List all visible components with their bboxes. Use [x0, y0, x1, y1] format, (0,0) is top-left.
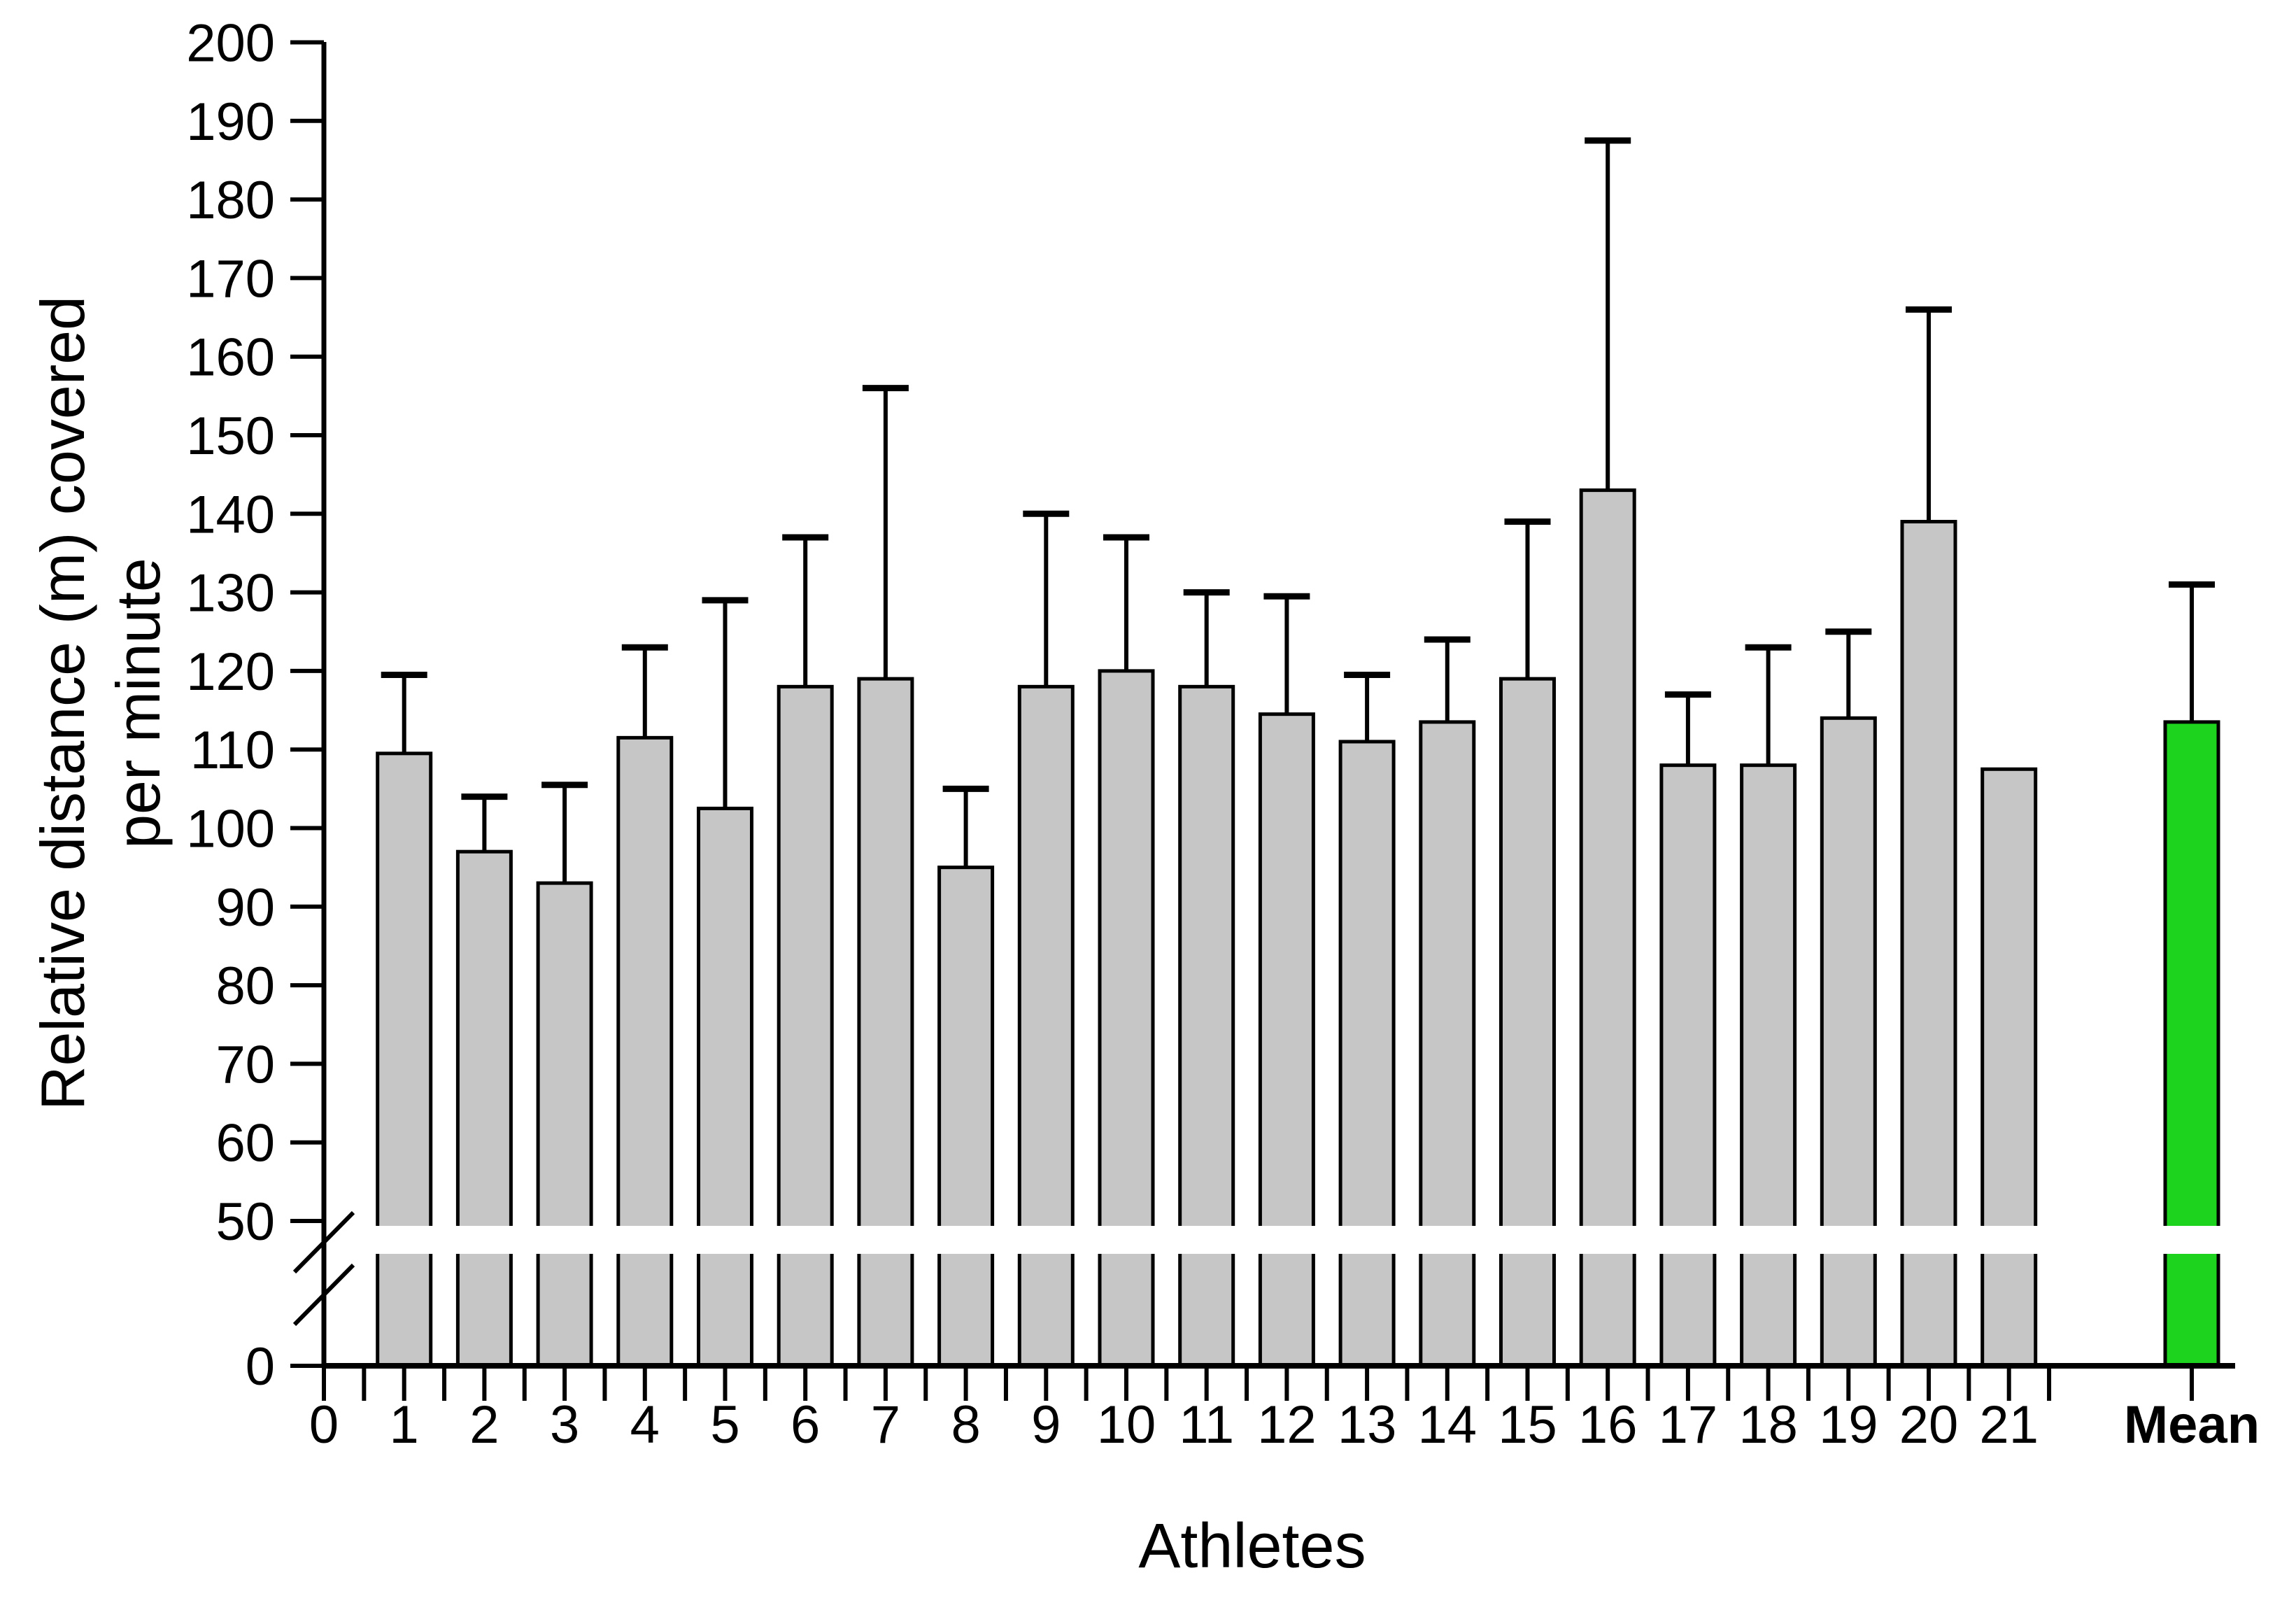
bar-athlete-13 [1338, 740, 1396, 1368]
error-bar-athlete-20 [1906, 306, 1952, 522]
bar-athlete-9 [1017, 684, 1075, 1368]
x-tick-label-14: 14 [1418, 1395, 1477, 1455]
error-bar-athlete-17 [1664, 691, 1711, 765]
y-axis-ticks-group [290, 40, 324, 1368]
error-bars-group [381, 137, 2215, 884]
bar-athlete-21 [1980, 767, 2038, 1368]
y-axis-title-line1: Relative distance (m) covered [28, 296, 97, 1110]
y-axis-title-line2: per minute [104, 558, 173, 849]
x-tick-label-0: 0 [309, 1395, 339, 1455]
y-tick-label-80: 80 [215, 956, 275, 1016]
bar-athlete-2 [455, 849, 513, 1368]
error-bar-athlete-14 [1424, 636, 1471, 722]
bar-athlete-6 [777, 684, 834, 1368]
bar-athlete-16 [1579, 488, 1636, 1368]
x-tick-label-mean: Mean [2124, 1395, 2260, 1455]
error-bar-athlete-1 [381, 672, 427, 754]
y-tick-label-160: 160 [186, 328, 275, 388]
error-bar-athlete-3 [541, 782, 588, 884]
x-tick-label-16: 16 [1578, 1395, 1638, 1455]
error-bar-athlete-10 [1103, 534, 1149, 671]
bar-athlete-14 [1419, 720, 1476, 1368]
error-bar-athlete-9 [1023, 510, 1070, 687]
y-tick-label-200: 200 [186, 14, 275, 73]
y-tick-label-70: 70 [215, 1035, 275, 1094]
error-bar-athlete-11 [1183, 589, 1230, 687]
x-tick-label-9: 9 [1031, 1395, 1061, 1455]
y-tick-label-190: 190 [186, 92, 275, 152]
y-tick-label-90: 90 [215, 878, 275, 938]
bar-athlete-12 [1258, 712, 1315, 1368]
bar-athlete-7 [857, 677, 914, 1368]
bar-athlete-4 [616, 735, 674, 1368]
error-bar-athlete-12 [1263, 593, 1310, 714]
y-tick-label-60: 60 [215, 1114, 275, 1173]
error-bar-mean [2169, 581, 2215, 722]
x-axis-title: Athletes [1138, 1511, 1366, 1581]
y-tick-label-140: 140 [186, 485, 275, 544]
x-tick-label-20: 20 [1899, 1395, 1959, 1455]
error-bar-athlete-2 [461, 793, 508, 852]
error-bar-athlete-18 [1745, 644, 1792, 765]
mean-bar [2163, 720, 2220, 1368]
x-axis-ticks-group [322, 1366, 2194, 1401]
error-bar-athlete-8 [942, 785, 989, 868]
y-tick-label-100: 100 [186, 800, 275, 859]
bar-athlete-8 [937, 866, 995, 1368]
bar-athlete-20 [1900, 520, 1957, 1368]
error-bar-athlete-5 [702, 597, 749, 809]
y-tick-label-110: 110 [190, 721, 275, 780]
y-tick-label-150: 150 [186, 407, 275, 466]
error-bar-athlete-16 [1585, 137, 1631, 490]
x-tick-label-6: 6 [791, 1395, 820, 1455]
y-tick-label-120: 120 [186, 642, 275, 702]
x-tick-label-13: 13 [1338, 1395, 1397, 1455]
bar-athlete-15 [1499, 677, 1556, 1368]
bar-athlete-5 [697, 806, 753, 1368]
x-tick-label-8: 8 [951, 1395, 980, 1455]
error-bar-athlete-7 [862, 385, 909, 679]
bar-athlete-1 [376, 751, 433, 1368]
error-bar-athlete-13 [1344, 672, 1391, 742]
axis-tick-labels-group: 5060708090100110120130140150160170180190… [186, 14, 2260, 1455]
y-tick-label-50: 50 [215, 1192, 275, 1252]
x-tick-label-12: 12 [1257, 1395, 1317, 1455]
x-tick-label-19: 19 [1819, 1395, 1878, 1455]
error-bar-athlete-19 [1825, 628, 1872, 719]
error-bar-athlete-6 [782, 534, 829, 687]
x-tick-label-3: 3 [550, 1395, 579, 1455]
bar-athlete-19 [1820, 716, 1877, 1368]
x-tick-label-11: 11 [1179, 1395, 1234, 1455]
axes-group [321, 42, 2235, 1369]
x-tick-label-2: 2 [469, 1395, 499, 1455]
bar-athlete-18 [1740, 763, 1797, 1368]
x-tick-label-18: 18 [1738, 1395, 1798, 1455]
x-tick-label-7: 7 [871, 1395, 900, 1455]
x-tick-label-21: 21 [1979, 1395, 2039, 1455]
y-tick-label-130: 130 [186, 564, 275, 623]
y-tick-label-180: 180 [186, 171, 275, 230]
bar-athlete-11 [1178, 684, 1235, 1368]
error-bar-athlete-4 [621, 644, 668, 738]
x-tick-label-1: 1 [390, 1395, 419, 1455]
axis-break-white-band [328, 1226, 2296, 1254]
error-bar-athlete-15 [1504, 518, 1551, 679]
x-tick-label-15: 15 [1498, 1395, 1557, 1455]
bar-athlete-10 [1098, 669, 1155, 1368]
bar-athlete-17 [1659, 763, 1717, 1368]
x-tick-label-10: 10 [1097, 1395, 1156, 1455]
x-tick-label-5: 5 [710, 1395, 739, 1455]
bar-athlete-3 [536, 881, 593, 1368]
y-tick-label-0: 0 [246, 1337, 275, 1397]
y-tick-label-170: 170 [186, 249, 275, 309]
x-tick-label-4: 4 [630, 1395, 660, 1455]
x-tick-label-17: 17 [1659, 1395, 1718, 1455]
